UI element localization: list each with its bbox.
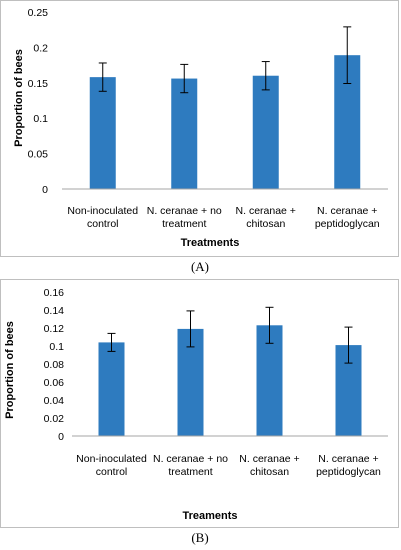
chart-b-bar	[98, 342, 125, 436]
chart-b-error-bar	[107, 332, 116, 352]
chart-a-ytick-label: 0.25	[28, 7, 49, 19]
chart-a-error-bar	[98, 62, 107, 92]
chart-b-ytick-label: 0.08	[44, 359, 65, 371]
chart-a-ytick-label: 0.15	[28, 78, 49, 90]
chart-a-ytick-label: 0.2	[33, 42, 48, 54]
chart-b-xlabel: Treaments	[182, 510, 237, 522]
chart-b-category-label: N. ceranae + chitosan	[239, 453, 299, 478]
chart-a-error-bar	[261, 61, 270, 91]
chart-a-category-label: N. ceranae + peptidoglycan	[315, 205, 380, 230]
chart-a-plot: 0 0.05 0.1 0.15 0.2 0.25 Non-inoculated control…	[28, 7, 388, 230]
chart-b-ytick-label: 0.1	[49, 341, 64, 353]
chart-b-error-bar	[265, 306, 274, 344]
chart-a-xlabel: Treatments	[181, 237, 240, 249]
chart-a-ytick-label: 0.05	[28, 149, 49, 161]
chart-a-category-label: N. ceranae + no treatment	[147, 205, 222, 230]
chart-a-category-label: Non-inoculated control	[67, 205, 138, 230]
chart-b-frame	[0, 279, 399, 528]
chart-a-bar	[252, 75, 279, 189]
chart-a-error-bar	[343, 26, 352, 85]
chart-b-ytick-label: 0.16	[44, 287, 65, 299]
chart-b-ytick-label: 0	[58, 431, 64, 443]
chart-b-ytick-label: 0.04	[44, 395, 65, 407]
chart-a-ytick-label: 0.1	[33, 113, 48, 125]
chart-b-error-bar	[186, 310, 195, 348]
chart-b-category-label: N. ceranae + no treatment	[153, 453, 228, 478]
chart-b-category-label: N. ceranae + peptidoglycan	[316, 453, 381, 478]
chart-b-ytick-label: 0.12	[44, 323, 65, 335]
chart-panel-a: Proportion of bees Treatments 0 0.05 0.1 0.…	[0, 0, 399, 257]
chart-a-ytick-label: 0	[42, 184, 48, 196]
chart-b-ytick-label: 0.02	[44, 413, 65, 425]
chart-a-frame	[0, 0, 399, 257]
chart-b-category-label: Non-inoculated control	[76, 453, 147, 478]
chart-a-ylabel: Proportion of bees	[13, 49, 25, 147]
chart-b-ytick-label: 0.06	[44, 377, 65, 389]
chart-b-ytick-label: 0.14	[44, 305, 65, 317]
chart-b-plot: 0 0.02 0.04 0.06 0.08 0.1 0.12 0.14 0.16 Non-inoc…	[44, 287, 388, 478]
chart-b-error-bar	[344, 326, 353, 364]
chart-a-bar	[171, 78, 198, 189]
chart-b-ylabel: Proportion of bees	[4, 321, 16, 419]
chart-a-error-bar	[180, 63, 189, 94]
chart-b-panel-label: (B)	[191, 530, 208, 545]
chart-panel-b: Proportion of bees Treaments 0 0.02 0.04 0.…	[0, 279, 399, 528]
chart-a-bar	[89, 77, 116, 189]
chart-a-panel-label: (A)	[191, 259, 209, 274]
chart-a-category-label: N. ceranae + chitosan	[236, 205, 296, 230]
